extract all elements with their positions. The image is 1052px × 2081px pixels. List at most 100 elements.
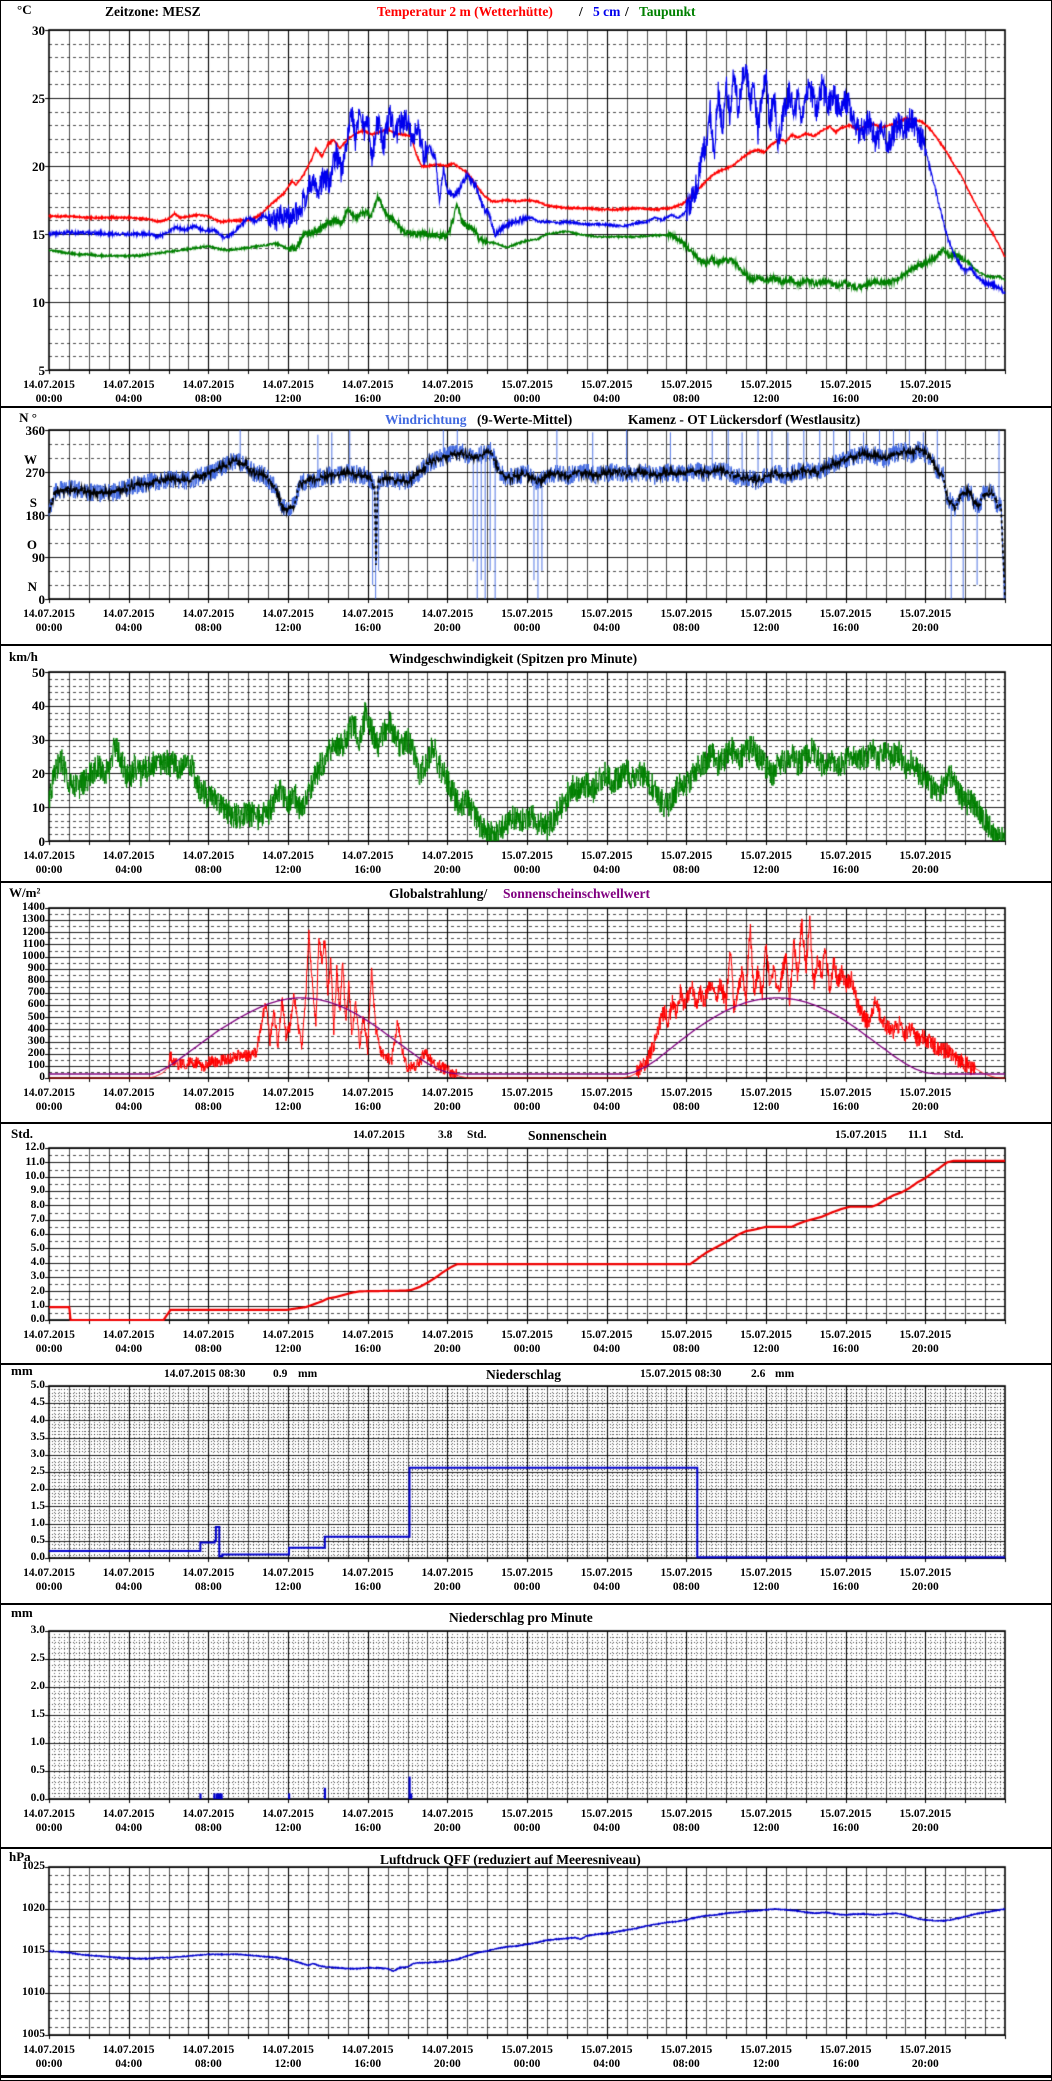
x-axis-time-label: 08:00 (194, 864, 222, 876)
x-axis-time-label: 12:00 (752, 1822, 780, 1834)
y-axis-tick-label: 0 (39, 1071, 45, 1084)
x-axis-time-label: 08:00 (194, 622, 222, 634)
x-axis-date-label: 14.07.2015 (341, 1567, 394, 1579)
x-axis-time-label: 00:00 (513, 622, 541, 634)
x-axis-date-label: 15.07.2015 (580, 608, 633, 620)
x-axis-time-label: 16:00 (354, 1581, 382, 1593)
x-axis-date-label: 15.07.2015 (580, 1087, 633, 1099)
x-axis-date-label: 14.07.2015 (182, 850, 235, 862)
x-axis-date-label: 14.07.2015 (23, 2044, 75, 2056)
y-axis-tick-label: 2.0 (30, 1680, 45, 1693)
chart-title-segment: Niederschlag (486, 1367, 561, 1382)
y-axis-tick-label: 600 (27, 998, 45, 1011)
chart-title-segment: Std. (944, 1129, 964, 1141)
panel-separator (1, 406, 1051, 408)
x-axis-time-label: 20:00 (433, 1581, 461, 1593)
x-axis-time-label: 16:00 (832, 2058, 860, 2070)
x-axis-time-label: 04:00 (115, 1343, 143, 1355)
chart-title-segment: 11.1 (908, 1129, 928, 1141)
y-axis-tick-label: 25 (32, 90, 45, 106)
y-axis-unit: hPa (9, 1849, 31, 1864)
x-axis-time-label: 00:00 (35, 622, 63, 634)
y-axis-tick-label: 1.0 (30, 1516, 45, 1529)
chart-title-segment: Sonnenschein (528, 1128, 607, 1143)
y-axis-tick-label: 180 (25, 507, 46, 523)
chart-title-segment: / (625, 4, 629, 19)
y-axis-tick-label: 40 (32, 698, 45, 714)
x-axis-time-label: 08:00 (194, 1101, 222, 1113)
x-axis-time-label: 08:00 (194, 1822, 222, 1834)
x-axis-date-label: 14.07.2015 (102, 1087, 155, 1099)
x-axis-time-label: 04:00 (115, 2058, 143, 2070)
x-axis-date-label: 15.07.2015 (501, 608, 553, 620)
y-axis-direction-letter: W (24, 452, 37, 468)
y-axis-tick-label: 1100 (22, 937, 45, 950)
y-axis-tick-label: 400 (27, 1022, 45, 1035)
x-axis-date-label: 14.07.2015 (182, 1567, 235, 1579)
x-axis-time-label: 08:00 (672, 1581, 700, 1593)
y-axis-tick-label: 30 (32, 732, 45, 748)
x-axis-time-label: 12:00 (752, 864, 780, 876)
x-axis-date-label: 15.07.2015 (501, 1087, 553, 1099)
x-axis-date-label: 14.07.2015 (102, 379, 155, 391)
x-axis-time-label: 04:00 (593, 2058, 621, 2070)
y-axis-tick-label: 0.0 (30, 1313, 45, 1326)
x-axis-date-label: 14.07.2015 (421, 1329, 474, 1341)
x-axis-time-label: 20:00 (911, 622, 939, 634)
x-axis-date-label: 14.07.2015 (102, 1567, 155, 1579)
x-axis-time-label: 08:00 (672, 622, 700, 634)
x-axis-time-label: 04:00 (115, 622, 143, 634)
x-axis-date-label: 14.07.2015 (262, 1567, 314, 1579)
x-axis-date-label: 14.07.2015 (421, 2044, 474, 2056)
x-axis-time-label: 00:00 (35, 864, 63, 876)
x-axis-date-label: 14.07.2015 (262, 850, 314, 862)
x-axis-date-label: 15.07.2015 (740, 1329, 792, 1341)
x-axis-time-label: 20:00 (911, 2058, 939, 2070)
x-axis-time-label: 12:00 (752, 2058, 780, 2070)
x-axis-date-label: 15.07.2015 (899, 1329, 952, 1341)
x-axis-date-label: 14.07.2015 (182, 2044, 235, 2056)
x-axis-time-label: 00:00 (513, 1581, 541, 1593)
y-axis-tick-label: 4.0 (30, 1413, 45, 1426)
x-axis-date-label: 15.07.2015 (819, 1329, 872, 1341)
y-axis-tick-label: 200 (27, 1046, 45, 1059)
x-axis-time-label: 08:00 (672, 1822, 700, 1834)
x-axis-time-label: 00:00 (513, 1101, 541, 1113)
x-axis-date-label: 15.07.2015 (501, 1808, 553, 1820)
x-axis-date-label: 15.07.2015 (580, 1567, 633, 1579)
panel-separator (1, 2075, 1051, 2078)
y-axis-unit: mm (11, 1363, 33, 1378)
y-axis-tick-label: 20 (32, 765, 45, 781)
y-axis-tick-label: 1020 (22, 1902, 45, 1915)
y-axis-tick-label: 20 (32, 158, 45, 174)
x-axis-date-label: 14.07.2015 (341, 1087, 394, 1099)
x-axis-date-label: 15.07.2015 (899, 379, 952, 391)
y-axis-tick-label: 0.0 (30, 1551, 45, 1564)
x-axis-date-label: 15.07.2015 (899, 1567, 952, 1579)
x-axis-date-label: 14.07.2015 (262, 608, 314, 620)
x-axis-date-label: 15.07.2015 (501, 379, 553, 391)
chart-title-segment: Taupunkt (639, 4, 696, 19)
y-axis-tick-label: 1.0 (30, 1298, 45, 1311)
panel-separator (1, 644, 1051, 646)
y-axis-tick-label: 0.0 (30, 1792, 45, 1805)
chart-title-segment: 14.07.2015 (353, 1129, 405, 1141)
x-axis-time-label: 08:00 (194, 393, 222, 405)
x-axis-date-label: 14.07.2015 (341, 1329, 394, 1341)
x-axis-date-label: 14.07.2015 (102, 1808, 155, 1820)
x-axis-date-label: 15.07.2015 (580, 850, 633, 862)
y-axis-tick-label: 2.5 (30, 1652, 45, 1665)
x-axis-date-label: 15.07.2015 (501, 1567, 553, 1579)
x-axis-date-label: 14.07.2015 (102, 608, 155, 620)
x-axis-time-label: 12:00 (752, 1343, 780, 1355)
x-axis-time-label: 08:00 (194, 1343, 222, 1355)
panel-separator (1, 1603, 1051, 1605)
x-axis-time-label: 00:00 (513, 393, 541, 405)
x-axis-time-label: 00:00 (35, 1822, 63, 1834)
y-axis-tick-label: 270 (25, 465, 46, 481)
y-axis-tick-label: 10.0 (24, 1169, 45, 1182)
y-axis-tick-label: 1000 (22, 949, 45, 962)
y-axis-tick-label: 2.0 (30, 1284, 45, 1297)
x-axis-date-label: 14.07.2015 (182, 1808, 235, 1820)
y-axis-unit: °C (17, 2, 32, 17)
